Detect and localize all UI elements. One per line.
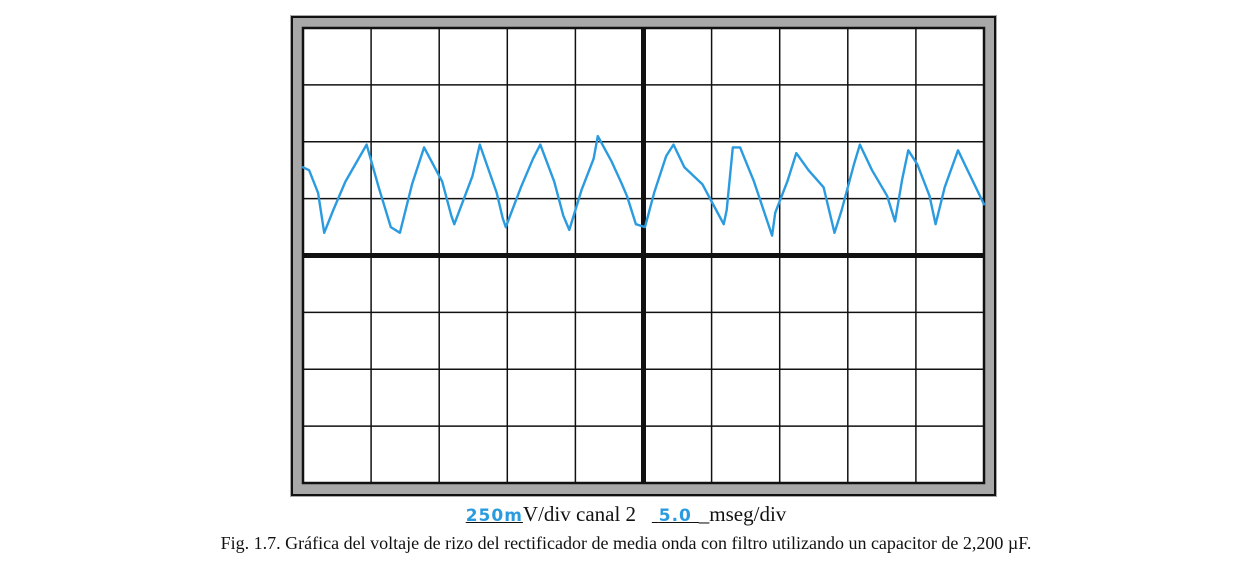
grid — [301, 26, 986, 485]
time-per-div-unit: _mseg/div — [698, 502, 787, 526]
waveform-trace — [301, 134, 986, 237]
figure-caption: Fig. 1.7. Gráfica del voltaje de rizo de… — [220, 533, 1032, 553]
bezel-outline — [291, 16, 996, 496]
oscilloscope-chart — [290, 15, 997, 497]
scale-label-line: 250mV/div canal 2 5.0 _mseg/div — [0, 502, 1252, 527]
volts-per-div-unit: V/div canal 2 — [522, 502, 637, 526]
ripple-series-line — [301, 134, 986, 237]
time-per-div-value: 5.0 — [658, 506, 692, 526]
volts-per-div-value: 250m — [465, 506, 523, 526]
graticule-border — [301, 26, 986, 485]
oscilloscope-screen — [290, 15, 997, 497]
